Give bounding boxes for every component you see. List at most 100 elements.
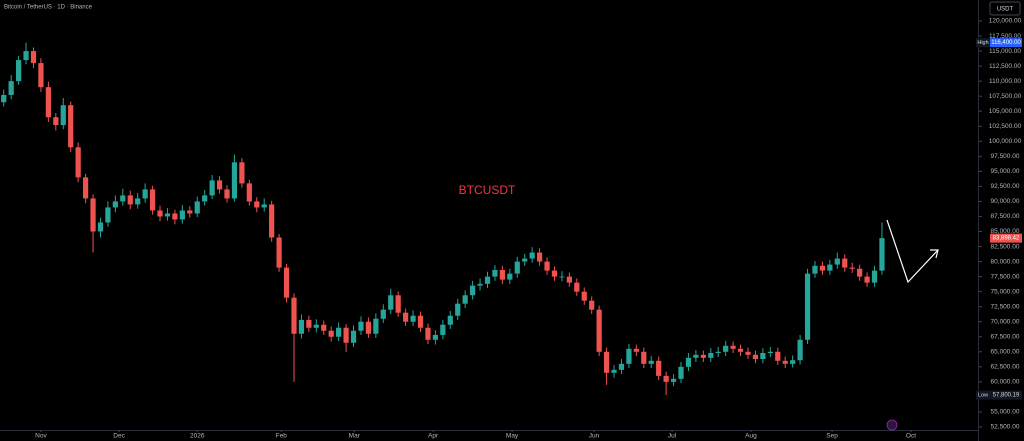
y-tick-label: 70,000.00: [991, 318, 1020, 325]
x-tick-label: Nov: [35, 433, 47, 440]
candle-body: [685, 357, 692, 367]
candle-body: [239, 162, 245, 184]
y-tick-label: 102,500.00: [989, 123, 1022, 130]
x-tick-label: Oct: [906, 433, 916, 440]
candle-body: [522, 258, 528, 262]
low-marker-name-box: [976, 390, 990, 400]
x-tick-label: Jul: [668, 433, 677, 440]
candle-body: [246, 183, 252, 202]
candle-body: [112, 201, 118, 208]
candle-body: [723, 345, 729, 352]
candle-body: [179, 210, 185, 220]
low-marker-box: [990, 390, 1022, 400]
candle-body: [380, 309, 386, 319]
candle-body: [797, 339, 803, 361]
candle-body: [216, 180, 223, 190]
candle-body: [782, 360, 788, 364]
candle-body: [291, 297, 297, 334]
y-tick-label: 90,000.00: [991, 198, 1020, 205]
candle-body: [790, 360, 796, 364]
y-tick-label: 107,500.00: [989, 93, 1022, 100]
candle-body: [403, 312, 409, 322]
y-tick-label: 105,000.00: [989, 108, 1022, 115]
candle-body: [306, 319, 312, 328]
candle-body: [775, 351, 781, 361]
candle-body: [834, 258, 840, 265]
candle-body: [68, 105, 74, 148]
candle-body: [187, 210, 193, 214]
x-tick-label: May: [506, 433, 519, 440]
candle-body: [269, 204, 275, 238]
candle-body: [30, 51, 37, 64]
candle-body: [715, 351, 721, 354]
y-tick-label: 110,000.00: [989, 78, 1021, 85]
candle-body: [752, 354, 759, 360]
candle-body: [566, 276, 572, 283]
candle-body: [812, 265, 818, 274]
event-icon[interactable]: [886, 419, 898, 431]
candle-body: [8, 81, 14, 95]
y-tick-label: 80,000.00: [991, 258, 1020, 265]
candle-body: [581, 291, 587, 301]
candle-body: [693, 354, 699, 358]
candle-body: [395, 295, 401, 313]
candle-body: [135, 198, 141, 205]
x-tick-label: 2026: [190, 433, 205, 440]
high-marker-name: High: [977, 40, 988, 46]
candle-body: [157, 210, 163, 217]
x-tick-label: Mar: [349, 433, 361, 440]
y-tick-label: 67,500.00: [991, 333, 1020, 340]
candle-body: [589, 300, 595, 310]
y-tick-label: 117,500.00: [989, 33, 1021, 40]
candle-body: [283, 267, 290, 298]
annotation: BTCUSDT: [459, 183, 516, 197]
candle-body: [336, 327, 342, 337]
x-tick-label: Dec: [113, 433, 125, 440]
x-tick-label: Feb: [276, 433, 288, 440]
candle-body: [261, 204, 267, 208]
y-tick-label: 65,000.00: [991, 349, 1020, 356]
candle-body: [254, 201, 260, 208]
currency-box[interactable]: [989, 1, 1021, 16]
candle-body: [492, 270, 498, 277]
candle-body: [827, 264, 833, 271]
candle-body: [350, 330, 357, 343]
candle-body: [16, 60, 22, 82]
candle-body: [857, 268, 863, 277]
candle-body: [194, 201, 200, 214]
y-tick-label: 115,000.00: [989, 48, 1021, 55]
candle-body: [663, 375, 669, 382]
candle-body: [536, 252, 543, 262]
candle-body: [343, 327, 349, 343]
candle-body: [484, 276, 491, 284]
candle-body: [105, 207, 111, 223]
candle-body: [708, 353, 714, 358]
candle-body: [455, 303, 461, 316]
x-tick-label: Sep: [826, 433, 838, 440]
candle-body: [871, 270, 878, 283]
candle-body: [670, 378, 677, 382]
candle-body: [172, 213, 178, 220]
candle-body: [1, 94, 7, 103]
candle-body: [321, 324, 327, 331]
candle-body: [767, 351, 773, 354]
candle-body: [462, 295, 468, 304]
y-tick-label: 92,500.00: [991, 183, 1020, 190]
candle-body: [142, 189, 148, 199]
y-tick-label: 62,500.00: [991, 364, 1020, 371]
y-tick-label: 77,500.00: [991, 273, 1020, 280]
high-marker-name-box: [976, 38, 990, 48]
y-tick-label: 55,000.00: [991, 409, 1020, 416]
candle-body: [373, 318, 379, 334]
candle-body: [819, 265, 826, 271]
candle-body: [365, 321, 372, 334]
candle-body: [700, 354, 706, 358]
y-tick-label: 97,500.00: [991, 153, 1020, 160]
candle-body: [149, 189, 156, 211]
candle-body: [53, 117, 59, 126]
candle-body: [626, 348, 632, 364]
chart-title: Bitcoin / TetherUS · 1D · Binance: [4, 5, 93, 11]
x-tick-label: Aug: [745, 433, 757, 440]
candle-body: [224, 189, 230, 199]
candle-body: [641, 351, 647, 364]
